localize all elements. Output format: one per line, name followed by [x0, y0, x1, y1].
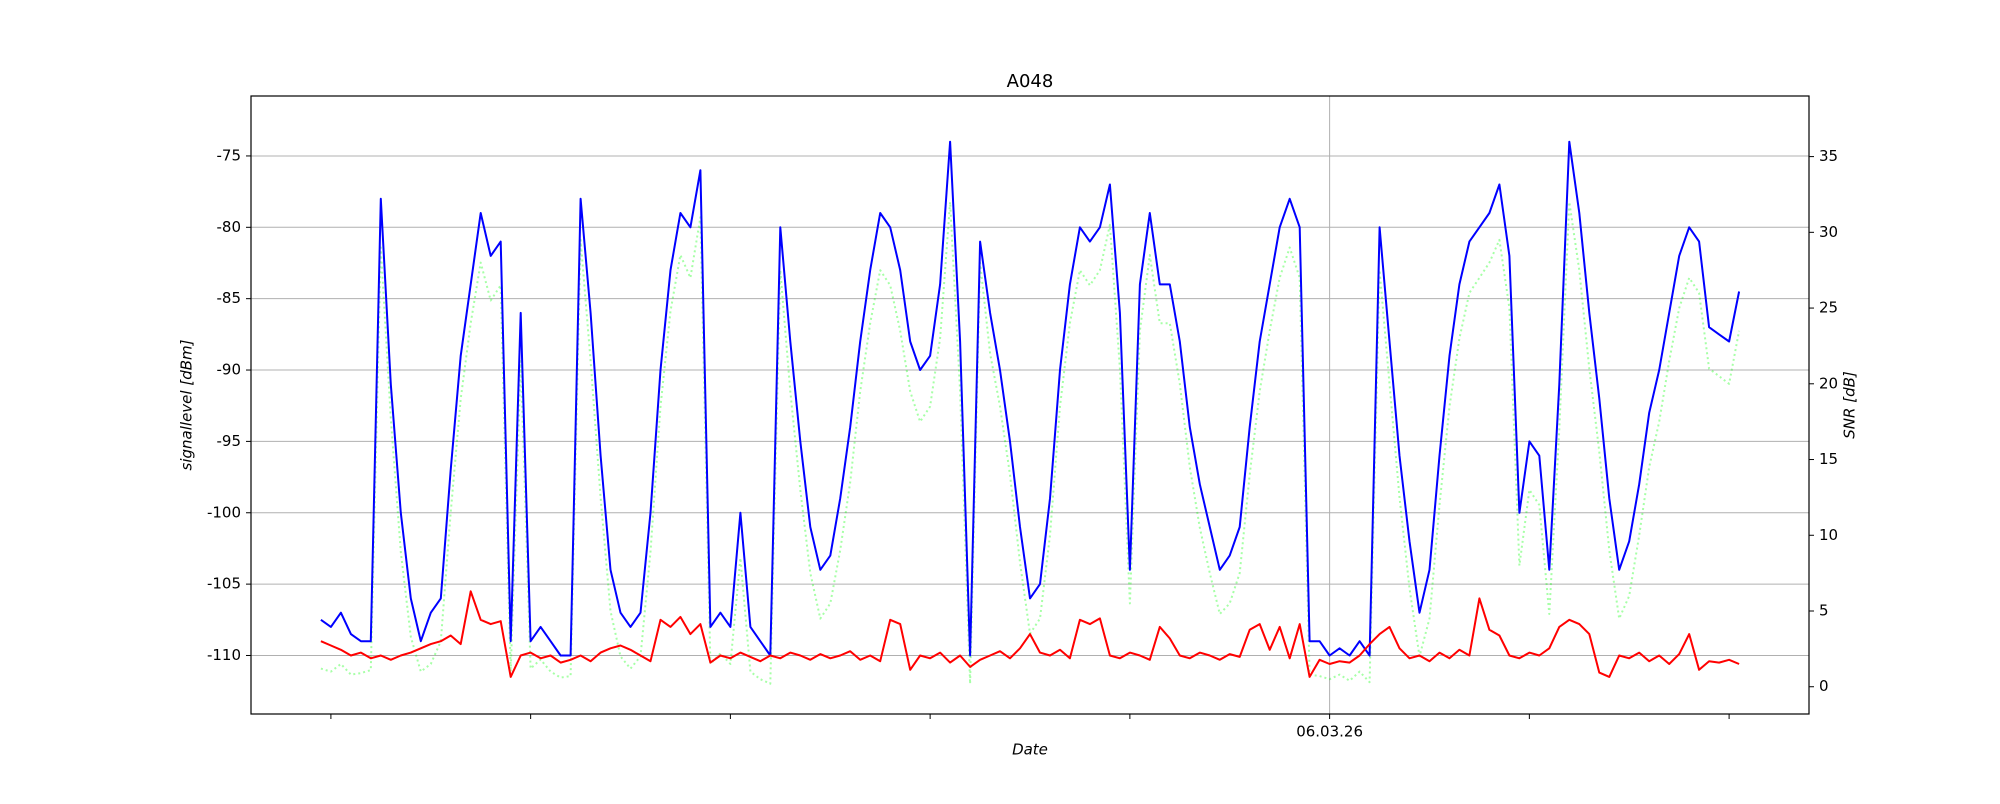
x-tick-label: 06.03.26 — [1296, 723, 1363, 741]
y2-tick-label: 25 — [1819, 299, 1838, 317]
y2-tick-label: 0 — [1819, 677, 1829, 695]
data-line — [320, 201, 1741, 685]
y-tick-label: -90 — [217, 361, 242, 379]
y-tick-label: -105 — [207, 575, 241, 593]
y2-tick-label: 35 — [1819, 147, 1838, 165]
chart-title: A048 — [1007, 71, 1054, 92]
y-axis-label: signallevel [dBm] — [178, 339, 196, 470]
y2-tick-label: 15 — [1819, 450, 1838, 468]
data-line — [320, 590, 1740, 678]
y-tick-label: -85 — [217, 289, 242, 307]
y2-tick-label: 30 — [1819, 223, 1838, 241]
data-line — [320, 140, 1741, 657]
y2-tick-label: 20 — [1819, 374, 1838, 392]
y-tick-label: -100 — [207, 503, 241, 521]
x-axis-label: Date — [1012, 741, 1048, 759]
y-tick-label: -110 — [207, 646, 241, 664]
y-tick-label: -75 — [217, 146, 242, 164]
plot-frame — [250, 95, 1810, 715]
y2-axis-label: SNR [dB] — [1841, 371, 1859, 439]
y-tick-label: -80 — [217, 218, 242, 236]
y2-tick-label: 5 — [1819, 602, 1829, 620]
y-tick-label: -95 — [217, 432, 242, 450]
y2-tick-label: 10 — [1819, 526, 1838, 544]
